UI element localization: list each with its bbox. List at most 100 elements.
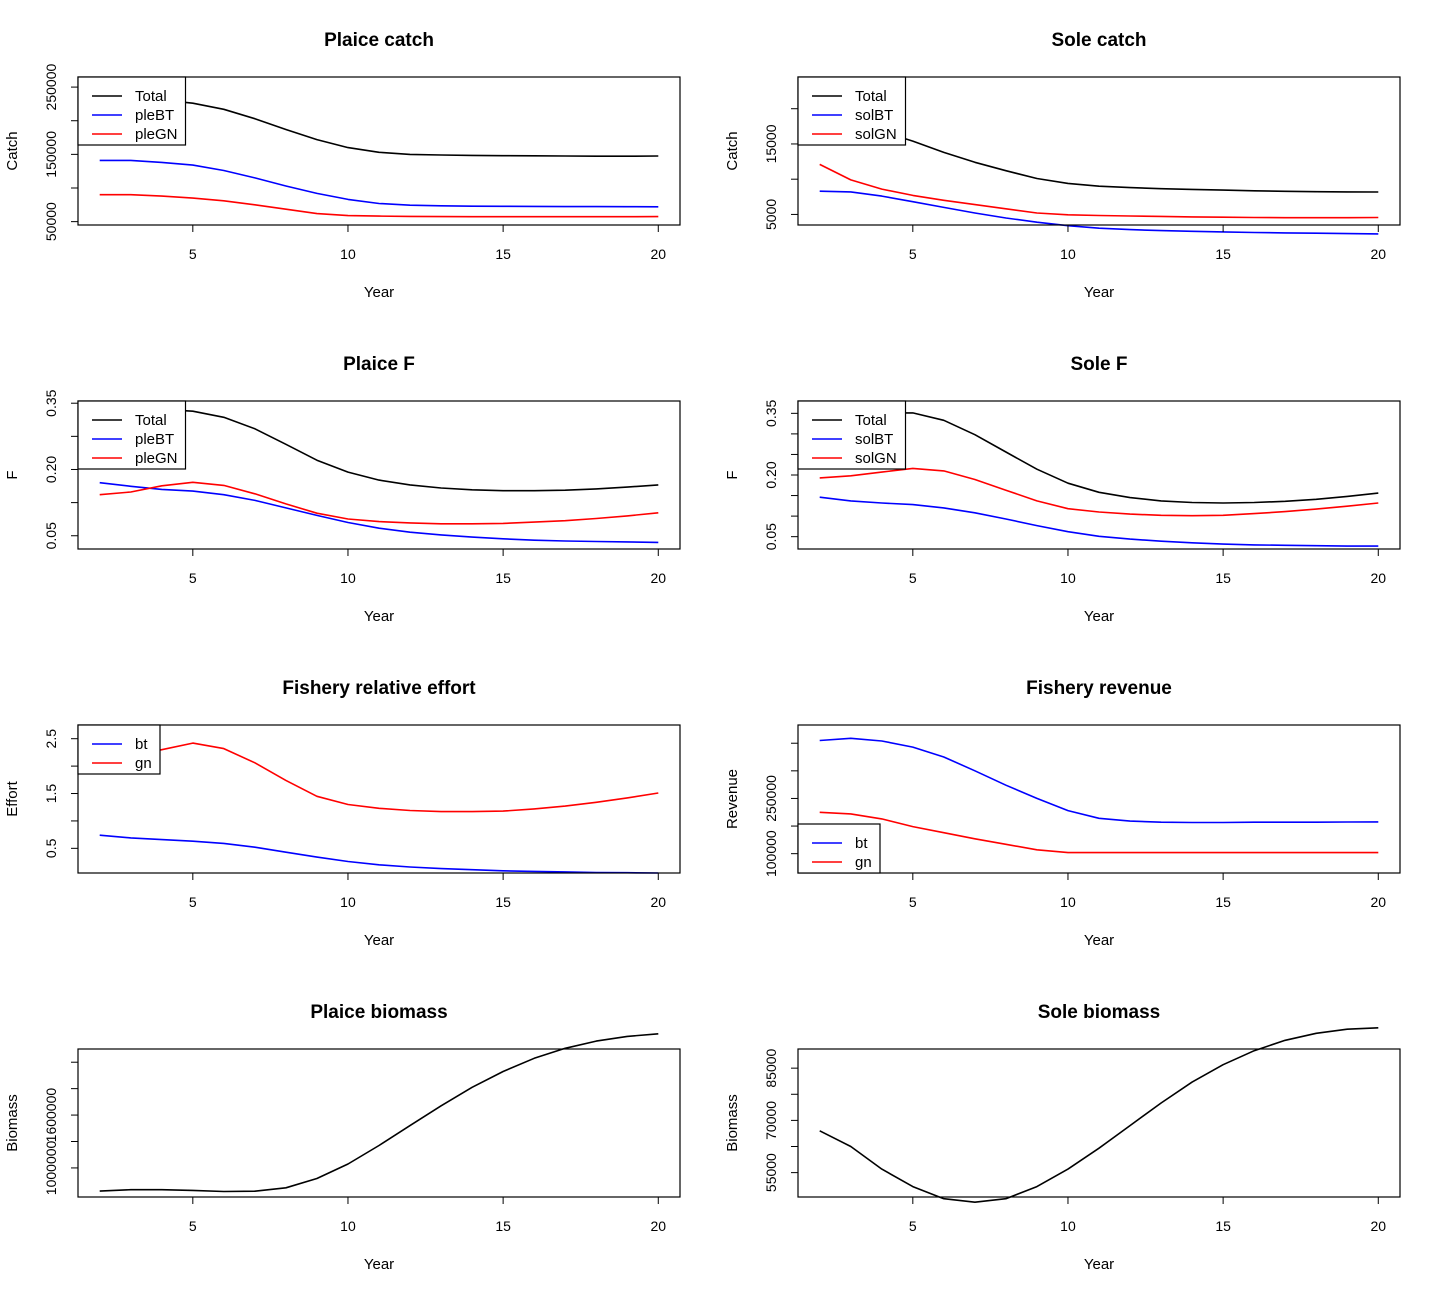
x-axis-label: Year [364,1256,394,1273]
series-line-total [819,123,1379,193]
legend-label-total: Total [855,412,887,429]
panel-plaice-f: Plaice F 5 10 15 20 0.05 0.20 0.35 Year F Total ple… [4,354,681,625]
y-axis-label: Biomass [724,1094,741,1152]
y-tick-label: 100000 [763,830,779,877]
panel-fishery-relative-effort: Fishery relative effort 5 10 15 20 0.5 1.5 2.5 Y… [4,678,681,949]
legend: bt gn [77,724,161,775]
plot-frame [77,724,681,874]
plot-frame [797,76,1401,226]
x-tick-label: 15 [1215,894,1231,910]
legend-box [77,724,161,775]
y-tick-label: 1000000 [43,1140,59,1195]
x-tick-label: 10 [1060,894,1076,910]
y-tick-label: 250000 [763,775,779,822]
y-tick-label: 55000 [763,1153,779,1192]
y-tick-label: 0.20 [763,461,779,488]
plot-frame [77,1048,681,1198]
y-axis-label: F [4,470,21,479]
x-tick-label: 20 [1370,1218,1386,1234]
x-tick-label: 10 [1060,1218,1076,1234]
series-line-total [99,408,659,492]
x-tick-label: 5 [909,246,917,262]
legend-label-bt: bt [855,835,868,852]
x-axis-label: Year [1084,284,1114,301]
chart-title: Plaice biomass [310,1002,447,1023]
x-tick-label: 10 [1060,246,1076,262]
series-line-solgn [819,163,1379,219]
series-line-plebt [99,481,659,544]
plot-frame [797,724,1401,874]
x-tick-label: 5 [189,246,197,262]
y-axis-label: Catch [724,131,741,170]
series-line-total [819,412,1379,504]
series-line-bt [99,834,659,874]
legend-label-gn: gn [855,854,872,871]
legend-label-solgn: solGN [855,126,897,143]
y-axis-label: Catch [4,131,21,170]
legend-label-solbt: solBT [855,107,893,124]
legend-label-plebt: pleBT [135,431,174,448]
x-axis-label: Year [1084,932,1114,949]
x-tick-label: 5 [909,1218,917,1234]
series-line-plegn [99,481,659,525]
chart-title: Plaice catch [324,30,434,51]
x-tick-label: 15 [495,1218,511,1234]
chart-title: Plaice F [343,354,415,375]
series-line-gn [819,811,1379,854]
x-tick-label: 10 [340,570,356,586]
x-tick-label: 20 [1370,894,1386,910]
legend: Total solBT solGN [797,400,907,470]
series-line-biomass [99,1033,659,1193]
x-tick-label: 15 [495,570,511,586]
x-tick-label: 10 [340,246,356,262]
series-line-solbt [819,190,1379,235]
y-tick-label: 0.5 [43,838,59,858]
legend-label-plegn: pleGN [135,126,178,143]
chart-title: Sole F [1070,354,1127,375]
y-tick-label: 5000 [763,199,779,230]
x-tick-label: 20 [650,246,666,262]
panel-sole-biomass: Sole biomass 5 10 15 20 55000 70000 85000 Year Bi… [724,1002,1401,1273]
x-tick-label: 20 [1370,570,1386,586]
y-tick-label: 85000 [763,1048,779,1087]
series-line-bt [819,737,1379,824]
y-tick-label: 0.05 [43,522,59,549]
x-tick-label: 10 [1060,570,1076,586]
chart-title: Sole catch [1051,30,1146,51]
x-tick-label: 5 [189,570,197,586]
x-tick-label: 5 [909,894,917,910]
y-tick-label: 15000 [763,124,779,163]
panel-plaice-catch: Plaice catch 5 10 15 20 50000 150000 250000 Year… [4,30,681,301]
x-axis-label: Year [364,284,394,301]
x-axis-label: Year [364,932,394,949]
y-axis-label: Revenue [724,769,741,829]
y-tick-label: 0.20 [43,456,59,483]
series-line-biomass [819,1027,1379,1203]
series-line-gn [99,742,659,813]
y-tick-label: 50000 [43,202,59,241]
series-line-plebt [99,159,659,208]
y-tick-label: 0.05 [763,523,779,550]
plot-frame [797,1048,1401,1198]
panel-sole-catch: Sole catch 5 10 15 20 5000 15000 Year Catch Total… [724,30,1401,301]
chart-title: Fishery revenue [1026,678,1172,699]
y-tick-label: 1600000 [43,1088,59,1143]
legend-label-plegn: pleGN [135,450,178,467]
legend: Total pleBT pleGN [77,76,187,146]
x-tick-label: 5 [189,1218,197,1234]
legend-label-bt: bt [135,736,148,753]
y-tick-label: 150000 [43,131,59,178]
chart-title: Fishery relative effort [282,678,476,699]
series-line-plegn [99,193,659,218]
legend-label-solbt: solBT [855,431,893,448]
chart-title: Sole biomass [1038,1002,1161,1023]
panel-fishery-revenue: Fishery revenue 5 10 15 20 100000 250000 Year Re… [724,678,1401,949]
series-line-solbt [819,496,1379,547]
plot-frame [77,400,681,550]
y-tick-label: 0.35 [763,399,779,426]
y-tick-label: 70000 [763,1101,779,1140]
x-tick-label: 15 [1215,570,1231,586]
legend-label-solgn: solGN [855,450,897,467]
